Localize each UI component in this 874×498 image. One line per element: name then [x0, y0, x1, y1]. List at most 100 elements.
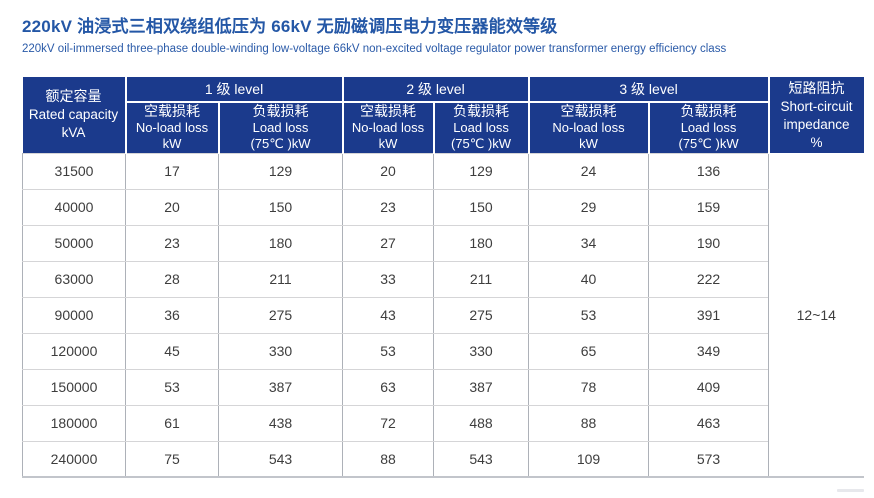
- load-loss-unit: (75℃ )kW: [250, 136, 311, 152]
- load-loss-cell: 330: [217, 332, 344, 370]
- no-load-loss-cell: 23: [342, 188, 435, 226]
- load-loss-cell: 349: [648, 332, 770, 370]
- rated-capacity-label-en: Rated capacity: [28, 107, 119, 123]
- level-1-load-loss-header: 负载损耗 Load loss (75℃ )kW: [218, 102, 344, 153]
- efficiency-table: 额定容量 Rated capacity kVA 1 级 level 2 级 le…: [22, 77, 864, 478]
- no-load-loss-cell: 23: [125, 224, 219, 262]
- table-row: 120000 45 330 53 330 65 349: [22, 332, 864, 370]
- table-row: 50000 23 180 27 180 34 190: [22, 224, 864, 262]
- level-1-no-load-loss-header: 空载损耗 No-load loss kW: [125, 102, 220, 153]
- no-load-loss-cell: 29: [528, 188, 650, 226]
- level-3-group-label: 3 级 level: [619, 81, 678, 97]
- table-row: 180000 61 438 72 488 88 463: [22, 404, 864, 442]
- load-loss-cell: 387: [433, 368, 530, 406]
- load-loss-cell: 275: [433, 296, 530, 334]
- load-loss-cell: 330: [433, 332, 530, 370]
- load-loss-cell: 387: [217, 368, 344, 406]
- no-load-loss-cell: 20: [342, 152, 435, 190]
- no-load-loss-label-zh: 空载损耗: [560, 103, 617, 120]
- rated-capacity-cell: 40000: [22, 188, 126, 226]
- no-load-loss-cell: 24: [528, 152, 650, 190]
- rated-capacity-unit: kVA: [61, 125, 86, 141]
- load-loss-cell: 180: [217, 224, 344, 262]
- level-2-load-loss-header: 负载损耗 Load loss (75℃ )kW: [433, 102, 530, 153]
- no-load-loss-cell: 88: [528, 404, 650, 442]
- load-loss-cell: 463: [648, 404, 770, 442]
- no-load-loss-cell: 72: [342, 404, 435, 442]
- level-2-no-load-loss-header: 空载损耗 No-load loss kW: [342, 102, 435, 153]
- load-loss-cell: 211: [433, 260, 530, 298]
- load-loss-cell: 150: [433, 188, 530, 226]
- no-load-loss-cell: 53: [342, 332, 435, 370]
- impedance-label-en1: Short-circuit: [780, 98, 853, 114]
- no-load-loss-cell: 75: [125, 440, 219, 478]
- no-load-loss-label-zh: 空载损耗: [144, 103, 200, 120]
- no-load-loss-cell: 53: [528, 296, 650, 334]
- load-loss-cell: 391: [648, 296, 770, 334]
- table-row: 31500 17 129 20 129 24 136 12~14: [22, 152, 864, 478]
- no-load-loss-unit: kW: [579, 136, 598, 152]
- short-circuit-impedance-header: 短路阻抗 Short-circuit impedance %: [768, 77, 864, 153]
- page-header: 220kV 油浸式三相双绕组低压为 66kV 无励磁调压电力变压器能效等级 22…: [0, 0, 874, 56]
- rated-capacity-cell: 63000: [22, 260, 126, 298]
- no-load-loss-cell: 109: [528, 440, 650, 478]
- load-loss-unit: (75℃ )kW: [450, 136, 512, 152]
- no-load-loss-cell: 65: [528, 332, 650, 370]
- no-load-loss-cell: 34: [528, 224, 650, 262]
- no-load-loss-label-en: No-load loss: [135, 120, 209, 136]
- impedance-value-cell: 12~14: [768, 153, 864, 478]
- no-load-loss-label-en: No-load loss: [351, 120, 425, 136]
- impedance-unit: %: [810, 134, 823, 150]
- table-row: 40000 20 150 23 150 29 159: [22, 188, 864, 226]
- load-loss-label-zh: 负载损耗: [680, 103, 737, 120]
- load-loss-cell: 222: [648, 260, 770, 298]
- no-load-loss-cell: 78: [528, 368, 650, 406]
- load-loss-label-zh: 负载损耗: [252, 103, 309, 120]
- no-load-loss-label-en: No-load loss: [552, 120, 625, 136]
- rated-capacity-cell: 50000: [22, 224, 126, 262]
- load-loss-label-en: Load loss: [680, 120, 737, 136]
- rated-capacity-cell: 240000: [22, 440, 126, 478]
- level-2-group-header: 2 级 level: [342, 77, 530, 103]
- rated-capacity-cell: 31500: [22, 152, 126, 190]
- load-loss-cell: 136: [648, 152, 770, 190]
- page-subtitle: 220kV oil-immersed three-phase double-wi…: [22, 43, 727, 55]
- page-title: 220kV 油浸式三相双绕组低压为 66kV 无励磁调压电力变压器能效等级: [22, 17, 558, 36]
- no-load-loss-cell: 45: [125, 332, 219, 370]
- level-3-group-header: 3 级 level: [528, 77, 770, 103]
- no-load-loss-cell: 28: [125, 260, 219, 298]
- table-row: 150000 53 387 63 387 78 409: [22, 368, 864, 406]
- load-loss-cell: 488: [433, 404, 530, 442]
- no-load-loss-cell: 33: [342, 260, 435, 298]
- load-loss-cell: 180: [433, 224, 530, 262]
- rated-capacity-cell: 150000: [22, 368, 126, 406]
- load-loss-cell: 129: [433, 152, 530, 190]
- no-load-loss-cell: 61: [125, 404, 219, 442]
- load-loss-cell: 150: [217, 188, 344, 226]
- no-load-loss-cell: 36: [125, 296, 219, 334]
- bottom-right-smudge: [837, 489, 864, 492]
- rated-capacity-label-zh: 额定容量: [45, 88, 102, 105]
- table-row: 63000 28 211 33 211 40 222: [22, 260, 864, 298]
- load-loss-cell: 543: [217, 440, 344, 478]
- load-loss-cell: 573: [648, 440, 770, 478]
- no-load-loss-cell: 27: [342, 224, 435, 262]
- no-load-loss-cell: 17: [125, 152, 219, 190]
- no-load-loss-cell: 53: [125, 368, 219, 406]
- load-loss-cell: 211: [217, 260, 344, 298]
- no-load-loss-unit: kW: [378, 136, 398, 152]
- load-loss-cell: 409: [648, 368, 770, 406]
- no-load-loss-label-zh: 空载损耗: [360, 103, 417, 120]
- load-loss-cell: 190: [648, 224, 770, 262]
- load-loss-cell: 129: [217, 152, 344, 190]
- level-3-load-loss-header: 负载损耗 Load loss (75℃ )kW: [648, 102, 770, 153]
- load-loss-unit: (75℃ )kW: [678, 136, 739, 152]
- load-loss-cell: 543: [433, 440, 530, 478]
- level-2-group-label: 2 级 level: [406, 81, 465, 97]
- level-1-group-header: 1 级 level: [125, 77, 344, 103]
- table-row: 240000 75 543 88 543 109 573: [22, 440, 864, 478]
- no-load-loss-cell: 40: [528, 260, 650, 298]
- table-row: 90000 36 275 43 275 53 391: [22, 296, 864, 334]
- no-load-loss-cell: 88: [342, 440, 435, 478]
- rated-capacity-cell: 180000: [22, 404, 126, 442]
